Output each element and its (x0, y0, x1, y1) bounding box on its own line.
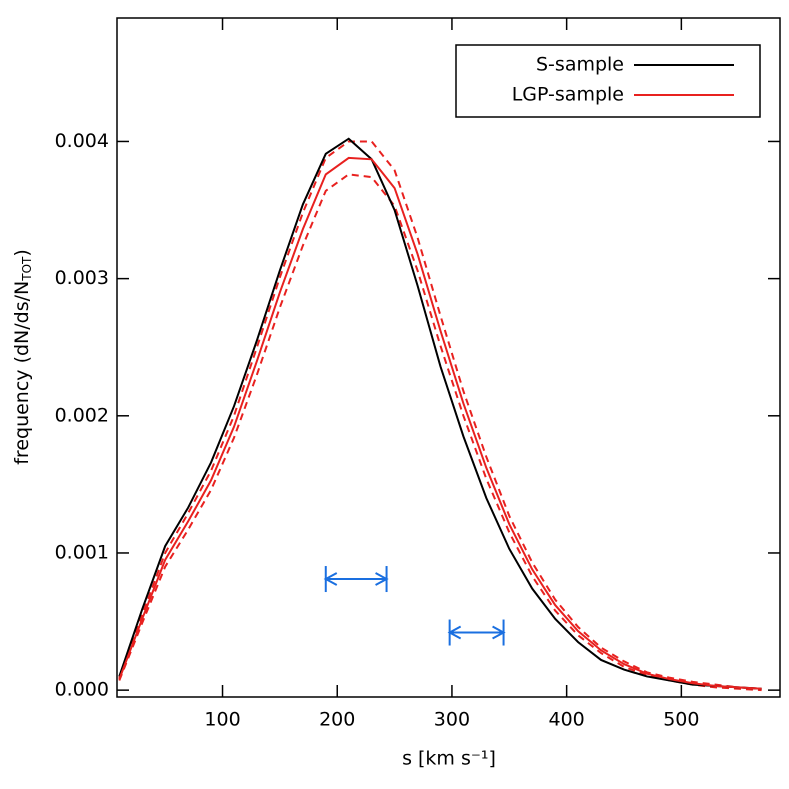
x-axis-label: s [km s⁻¹] (402, 748, 496, 770)
legend-label: S-sample (536, 54, 624, 76)
x-tick-label: 100 (204, 709, 240, 731)
band-line (118, 140, 762, 690)
y-label-end: ) (11, 249, 33, 256)
x-tick-label: 400 (549, 709, 585, 731)
series-line (118, 156, 762, 690)
y-label-main: frequency (dN/ds/N (11, 281, 33, 465)
y-tick-label: 0.002 (55, 404, 109, 426)
y-tick-label: 0.000 (55, 679, 109, 701)
x-tick-label: 500 (663, 709, 699, 731)
y-label-sub: TOT (20, 256, 34, 282)
arrow-head (323, 572, 389, 586)
series-line (118, 137, 762, 690)
plot-frame (116, 17, 781, 698)
legend-label: LGP-sample (512, 84, 624, 106)
y-axis-label: frequency (dN/ds/NTOT) (11, 249, 34, 465)
y-tick-label: 0.003 (55, 267, 109, 289)
x-tick-label: 200 (319, 709, 355, 731)
y-tick-label: 0.004 (55, 130, 109, 152)
band-line (118, 173, 762, 692)
legend-box (455, 44, 761, 118)
x-tick-label: 300 (434, 709, 470, 731)
arrow-head (447, 625, 506, 640)
y-tick-label: 0.001 (55, 541, 109, 563)
